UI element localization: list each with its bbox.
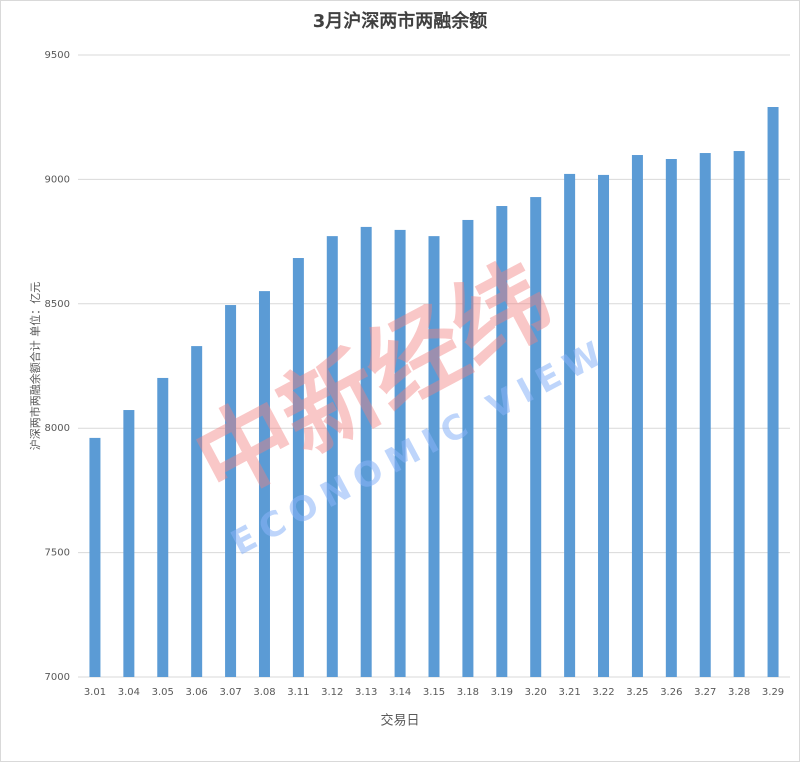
- bar: [225, 305, 237, 677]
- y-tick-label: 9500: [45, 50, 70, 61]
- y-tick-label: 9000: [45, 174, 70, 185]
- x-tick-label: 3.25: [626, 687, 648, 698]
- x-tick-label: 3.18: [457, 687, 479, 698]
- chart-title: 3月沪深两市两融余额: [313, 10, 488, 32]
- x-tick-label: 3.15: [423, 687, 445, 698]
- x-axis-title: 交易日: [380, 713, 419, 729]
- y-tick-label: 8500: [45, 299, 70, 310]
- y-axis-title: 沪深两市两融余额合计 单位：亿元: [28, 282, 42, 451]
- x-tick-label: 3.11: [287, 687, 309, 698]
- x-tick-label: 3.28: [728, 687, 750, 698]
- bar: [89, 437, 101, 677]
- bar: [292, 258, 304, 677]
- bar: [665, 158, 677, 677]
- y-tick-label: 7500: [45, 548, 70, 559]
- y-tick-label: 7000: [45, 672, 70, 683]
- bar: [496, 206, 508, 677]
- x-tick-label: 3.01: [84, 687, 106, 698]
- x-tick-label: 3.19: [491, 687, 513, 698]
- x-tick-label: 3.06: [186, 687, 208, 698]
- bar: [733, 151, 745, 677]
- x-tick-label: 3.20: [525, 687, 547, 698]
- x-tick-label: 3.21: [558, 687, 580, 698]
- x-tick-label: 3.08: [253, 687, 275, 698]
- x-tick-label: 3.27: [694, 687, 716, 698]
- bar: [767, 106, 779, 677]
- bar: [258, 291, 270, 677]
- bar: [530, 197, 542, 677]
- x-tick-label: 3.04: [118, 687, 140, 698]
- x-tick-label: 3.12: [321, 687, 343, 698]
- bar: [191, 346, 203, 677]
- x-tick-label: 3.22: [592, 687, 614, 698]
- bar: [157, 377, 169, 677]
- bar: [598, 174, 610, 677]
- bar: [631, 155, 643, 678]
- bar: [123, 410, 135, 677]
- bar: [428, 236, 440, 677]
- bar: [699, 153, 711, 677]
- x-tick-label: 3.29: [762, 687, 784, 698]
- x-tick-label: 3.07: [219, 687, 241, 698]
- bar: [462, 219, 474, 677]
- bar: [394, 229, 406, 677]
- plot-area: 7000 7500 8000 8500 9000 9500 3.01 3.04 3.05 3.06…: [45, 50, 790, 698]
- y-tick-label: 8000: [45, 423, 70, 434]
- x-tick-label: 3.26: [660, 687, 682, 698]
- bar: [360, 226, 372, 677]
- x-tick-label: 3.14: [389, 687, 411, 698]
- bar: [326, 236, 338, 677]
- x-tick-label: 3.13: [355, 687, 377, 698]
- bar: [564, 173, 576, 678]
- x-tick-label: 3.05: [152, 687, 174, 698]
